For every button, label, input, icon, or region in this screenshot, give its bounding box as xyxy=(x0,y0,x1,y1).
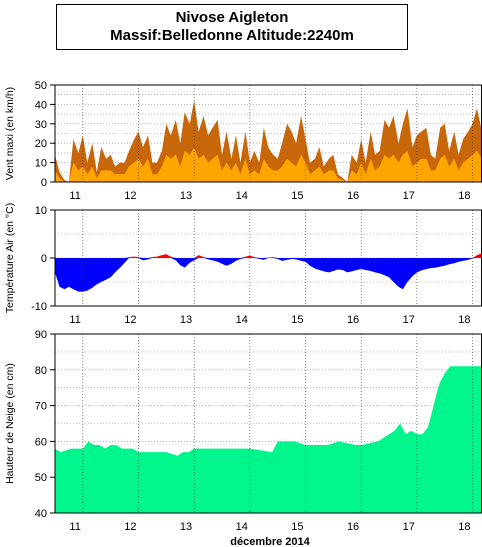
y-tick-label: 40 xyxy=(35,99,47,111)
y-axis-title: Hauteur de Neige (en cm) xyxy=(4,363,16,484)
y-tick-label: -10 xyxy=(31,301,47,313)
x-tick-label: 11 xyxy=(69,190,80,202)
y-axis-title: Température Air (en °C) xyxy=(4,203,16,313)
x-tick-label: 16 xyxy=(347,314,359,326)
x-tick-label: 14 xyxy=(236,314,248,326)
x-axis-title: décembre 2014 xyxy=(230,536,310,547)
y-tick-label: 50 xyxy=(35,472,47,484)
y-tick-label: 20 xyxy=(35,138,47,150)
y-tick-label: 90 xyxy=(35,329,47,341)
x-tick-label: 13 xyxy=(180,314,192,326)
temp-below-zero-area xyxy=(55,258,482,292)
x-tick-label: 15 xyxy=(291,521,303,533)
x-tick-label: 12 xyxy=(124,314,136,326)
y-tick-label: 10 xyxy=(35,205,47,217)
y-tick-label: 10 xyxy=(35,158,47,170)
wind-mean-area xyxy=(55,147,482,182)
temp-above-zero-area xyxy=(55,253,482,258)
y-tick-label: 0 xyxy=(41,253,47,265)
x-tick-label: 16 xyxy=(347,190,359,202)
x-tick-label: 17 xyxy=(403,521,415,533)
x-tick-label: 11 xyxy=(69,521,80,533)
x-tick-label: 13 xyxy=(180,521,192,533)
x-tick-label: 18 xyxy=(458,190,470,202)
x-tick-label: 18 xyxy=(458,314,470,326)
x-tick-label: 14 xyxy=(236,521,248,533)
x-tick-label: 15 xyxy=(291,190,303,202)
x-tick-label: 18 xyxy=(458,521,470,533)
title-box: Nivose Aigleton Massif:Belledonne Altitu… xyxy=(56,4,408,50)
x-tick-label: 17 xyxy=(403,314,415,326)
x-tick-label: 12 xyxy=(124,190,136,202)
x-tick-label: 14 xyxy=(236,190,248,202)
chart-title: Nivose Aigleton xyxy=(175,9,289,26)
x-tick-label: 13 xyxy=(180,190,192,202)
x-tick-label: 11 xyxy=(69,314,80,326)
chart-subtitle: Massif:Belledonne Altitude:2240m xyxy=(110,27,354,44)
x-tick-label: 15 xyxy=(291,314,303,326)
y-tick-label: 50 xyxy=(35,80,47,92)
y-axis-title: Vent maxi (en km/h) xyxy=(4,87,16,180)
y-tick-label: 40 xyxy=(35,508,47,520)
y-tick-label: 80 xyxy=(35,365,47,377)
x-tick-label: 17 xyxy=(403,190,415,202)
y-tick-label: 0 xyxy=(41,177,47,189)
snow-depth-area xyxy=(55,366,482,513)
y-tick-label: 60 xyxy=(35,436,47,448)
y-tick-label: 30 xyxy=(35,119,47,131)
y-tick-label: 70 xyxy=(35,401,47,413)
wind-max-area xyxy=(55,100,482,182)
x-tick-label: 12 xyxy=(124,521,136,533)
x-tick-label: 16 xyxy=(347,521,359,533)
